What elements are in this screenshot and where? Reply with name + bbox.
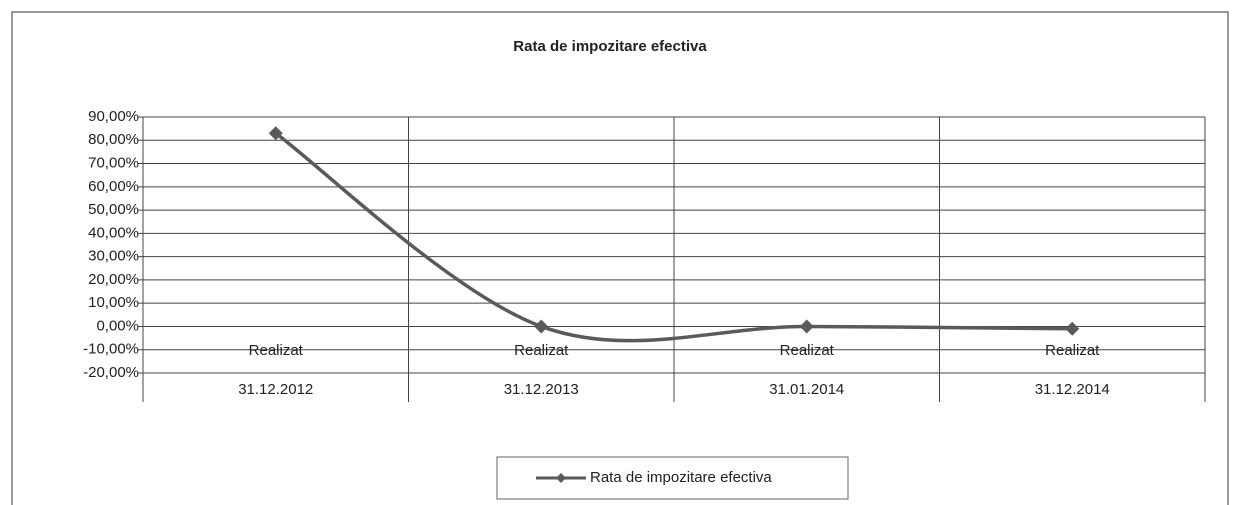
y-tick-label: 10,00% — [88, 294, 139, 311]
y-tick-label: 80,00% — [88, 131, 139, 148]
x-tick-label: Realizat — [514, 342, 569, 359]
y-tick-label: 20,00% — [88, 271, 139, 288]
x-tick-label: 31.12.2013 — [504, 381, 579, 398]
marker — [534, 319, 549, 334]
y-tick-label: 60,00% — [88, 178, 139, 195]
series-line — [274, 131, 1073, 343]
legend-marker — [556, 473, 566, 483]
marker — [1065, 321, 1080, 336]
marker — [268, 126, 283, 141]
y-tick-label: 30,00% — [88, 248, 139, 265]
x-tick-label: 31.12.2014 — [1035, 381, 1110, 398]
x-tick-label: 31.12.2012 — [238, 381, 313, 398]
chart-title: Rata de impozitare efectiva — [513, 38, 707, 55]
y-tick-label: -20,00% — [83, 364, 139, 381]
y-tick-label: 90,00% — [88, 108, 139, 125]
x-tick-label: Realizat — [780, 342, 835, 359]
x-tick-label: 31.01.2014 — [769, 381, 844, 398]
x-tick-label: Realizat — [249, 342, 304, 359]
y-tick-label: 40,00% — [88, 224, 139, 241]
chart-border — [11, 11, 1229, 505]
y-tick-label: 0,00% — [96, 317, 139, 334]
legend-label: Rata de impozitare efectiva — [590, 469, 772, 486]
y-tick-label: -10,00% — [83, 341, 139, 358]
y-tick-label: 50,00% — [88, 201, 139, 218]
x-tick-label: Realizat — [1045, 342, 1100, 359]
marker — [799, 319, 814, 334]
y-tick-label: 70,00% — [88, 155, 139, 172]
